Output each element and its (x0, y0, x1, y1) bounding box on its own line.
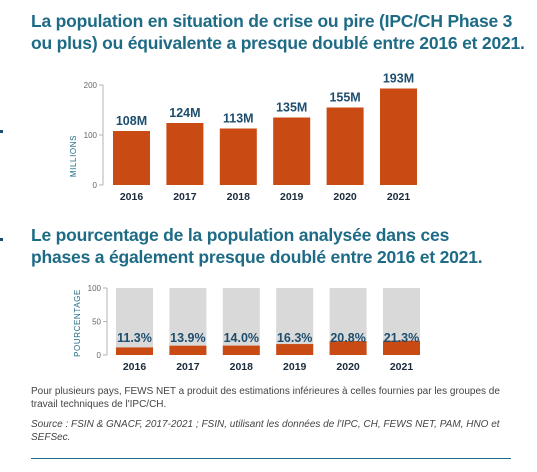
chart-1-bars (113, 88, 417, 185)
x-tick-label: 2018 (227, 191, 251, 203)
bar (219, 128, 257, 185)
bar-track (116, 288, 153, 355)
bar (383, 340, 420, 355)
chart-1-ylabel: MILLIONS (69, 135, 78, 177)
bar (273, 117, 311, 185)
chart-2-y-axis: 0 50 100 (88, 284, 108, 360)
x-tick-label: 2016 (123, 361, 147, 373)
y-tick-label: 0 (93, 181, 98, 190)
x-tick-label: 2020 (333, 191, 357, 203)
x-tick-label: 2016 (120, 191, 144, 203)
bar-track (276, 288, 314, 355)
bar-value-label: 20.8% (330, 331, 365, 345)
x-tick-label: 2019 (283, 361, 307, 373)
y-tick-label: 100 (84, 131, 98, 140)
chart-1-y-axis: 0 100 200 (84, 81, 104, 190)
y-tick-label: 100 (88, 284, 102, 293)
x-tick-label: 2021 (390, 361, 414, 373)
bar-value-label: 16.3% (277, 331, 312, 345)
chart-1-title: La population en situation de crise ou p… (31, 11, 525, 53)
y-tick-label: 50 (92, 318, 101, 327)
bar-value-label: 155M (329, 91, 360, 105)
chart-2-svg: POURCENTAGE 0 50 100 11.3% 13.9% 14.0% 16.3% 2… (73, 284, 420, 373)
chart-2-tracks (116, 288, 420, 355)
side-marker (0, 238, 3, 241)
bar-value-label: 108M (116, 114, 147, 128)
bar-value-label: 193M (383, 72, 414, 86)
x-tick-label: 2017 (173, 191, 197, 203)
chart-2-ylabel: POURCENTAGE (73, 289, 82, 357)
bar (380, 88, 417, 185)
y-tick-label: 200 (84, 81, 98, 90)
bottom-rule (31, 458, 511, 459)
side-marker (0, 130, 3, 133)
chart-1-category-labels: 2016 2017 2018 2019 2020 2021 (120, 191, 411, 203)
chart-2-bars (116, 340, 420, 355)
bar-value-label: 21.3% (384, 331, 419, 345)
bar (116, 347, 153, 355)
x-tick-label: 2018 (230, 361, 254, 373)
footnote: Pour plusieurs pays, FEWS NET a produit … (31, 386, 500, 410)
chart-2-value-labels: 11.3% 13.9% 14.0% 16.3% 20.8% 21.3% (117, 331, 419, 345)
x-tick-label: 2019 (280, 191, 304, 203)
bar (113, 131, 150, 185)
bar (276, 344, 314, 355)
x-tick-label: 2020 (336, 361, 360, 373)
bar (329, 341, 367, 355)
chart-2-category-labels: 2016 2017 2018 2019 2020 2021 (123, 361, 414, 373)
bar-track (222, 288, 260, 355)
chart-1-value-labels: 108M 124M 113M 135M 155M 193M (116, 72, 414, 129)
bar-value-label: 113M (223, 112, 254, 126)
chart-2-title: Le pourcentage de la population analysée… (31, 225, 483, 267)
x-tick-label: 2017 (176, 361, 200, 373)
bar-value-label: 13.9% (170, 331, 205, 345)
chart-1-svg: MILLIONS 0 100 200 108M 124M 113M 135M 155M 193… (69, 72, 417, 203)
y-tick-label: 0 (97, 351, 102, 360)
x-tick-label: 2021 (387, 191, 411, 203)
bar-value-label: 124M (169, 106, 200, 120)
bar-value-label: 135M (276, 101, 307, 115)
bar-track (169, 288, 207, 355)
bar (326, 107, 364, 185)
bar (166, 123, 204, 185)
bar (169, 345, 207, 355)
bar-value-label: 11.3% (117, 331, 152, 345)
bar-value-label: 14.0% (224, 331, 259, 345)
bar (222, 345, 260, 355)
source-note: Source : FSIN & GNACF, 2017-2021 ; FSIN,… (31, 419, 500, 443)
